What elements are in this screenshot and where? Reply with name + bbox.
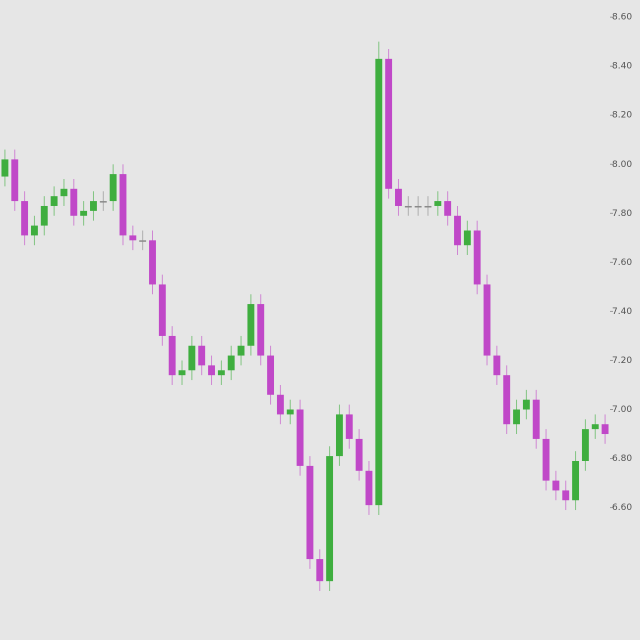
y-tick-label: 6.80 [612, 454, 632, 464]
candle-body [168, 335, 176, 376]
candle-body [375, 58, 383, 506]
candle-body [513, 409, 520, 425]
candle-body [30, 225, 38, 236]
candle-body [276, 394, 284, 415]
candle-body [306, 465, 314, 560]
candle-body [11, 159, 19, 202]
candle-body [335, 414, 343, 457]
candle-body [109, 174, 117, 202]
y-tick-label: 7.60 [612, 258, 632, 268]
candle-body [581, 429, 589, 461]
candle-body [424, 205, 432, 208]
candle-body [562, 490, 570, 501]
candle-body [227, 355, 235, 371]
candle-body [444, 201, 452, 216]
candle-body [188, 345, 196, 371]
candle-body [483, 284, 491, 356]
candle-body [286, 409, 294, 415]
candle-body [414, 205, 422, 208]
candle-body [80, 210, 88, 216]
candle-body [1, 159, 9, 177]
candle-body [365, 470, 373, 506]
y-tick-label: 8.40 [612, 62, 632, 72]
candle-body [326, 456, 334, 582]
candle-body [267, 355, 275, 395]
candle-body [21, 201, 29, 236]
candle-body [355, 438, 363, 471]
candle-body [50, 196, 58, 206]
candle-body [129, 235, 137, 241]
candle-body [99, 201, 107, 203]
candle-body [316, 559, 324, 582]
y-tick-label: 7.80 [612, 209, 632, 219]
candle-body [522, 399, 530, 410]
candle-body [473, 230, 481, 285]
candle-body [552, 480, 560, 491]
candle-body [463, 230, 471, 246]
candle-body [404, 205, 412, 208]
y-tick-label: 7.40 [612, 307, 632, 317]
candle-body [158, 284, 166, 336]
y-tick-label: 8.60 [612, 13, 632, 23]
candle-body [345, 414, 353, 439]
candle-body [70, 188, 78, 216]
candle-body [119, 174, 127, 236]
y-tick-label: 6.60 [612, 503, 632, 513]
candle-body [217, 370, 225, 376]
candle-body [208, 365, 215, 376]
candle-body [503, 375, 511, 425]
candle-body [532, 399, 540, 439]
y-tick-label: 7.20 [612, 356, 632, 366]
candle-body [296, 409, 304, 466]
candle-body [572, 460, 580, 501]
candle-body [395, 188, 402, 206]
candle-body [60, 188, 68, 197]
candle-body [542, 438, 550, 481]
y-tick-label: 8.20 [612, 111, 632, 121]
y-tick-label: 7.00 [612, 405, 632, 415]
candle-body [90, 201, 97, 211]
candle-body [237, 345, 245, 356]
candle-body [434, 201, 442, 206]
candle-body [493, 355, 501, 376]
y-tick-label: 8.00 [612, 160, 632, 170]
candle-body [385, 58, 393, 189]
candle-body [198, 345, 206, 366]
candle-body [40, 205, 48, 226]
candle-body [149, 240, 156, 285]
candle-body [257, 304, 265, 356]
candle-body [247, 304, 255, 346]
candle-body [591, 424, 599, 430]
candle-body [601, 424, 609, 435]
candle-body [454, 215, 461, 246]
candle-body [139, 240, 147, 242]
candle-body [178, 370, 186, 376]
